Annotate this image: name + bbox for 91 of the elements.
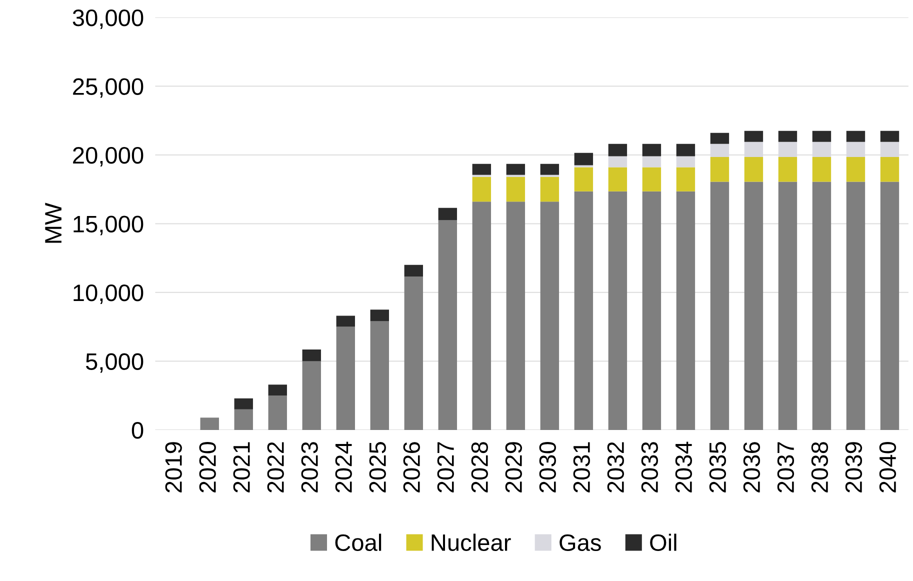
x-tick-label: 2026 xyxy=(403,442,420,492)
bar xyxy=(778,156,798,182)
x-tick-label: 2025 xyxy=(369,442,386,492)
x-tick-label: 2019 xyxy=(165,442,182,492)
bar xyxy=(710,182,730,430)
x-tick-label: 2020 xyxy=(199,442,216,492)
bar xyxy=(880,130,900,142)
bar xyxy=(744,130,764,142)
bar xyxy=(268,396,287,430)
bar xyxy=(710,156,730,182)
bar xyxy=(642,167,662,192)
x-tick-label: 2032 xyxy=(607,442,624,492)
y-tick-label: 20,000 xyxy=(73,147,144,167)
bar xyxy=(302,361,321,430)
bar xyxy=(778,182,798,430)
bar xyxy=(472,176,492,202)
bar xyxy=(438,208,458,220)
legend-label: Coal xyxy=(335,534,382,552)
bar xyxy=(608,191,628,430)
x-tick-label: 2021 xyxy=(233,442,250,492)
x-tick-label: 2039 xyxy=(845,442,862,492)
bar xyxy=(846,156,866,182)
bar xyxy=(438,220,458,430)
x-tick-label: 2027 xyxy=(437,442,454,492)
x-tick-label: 2040 xyxy=(879,442,896,492)
bar xyxy=(880,156,900,182)
bar xyxy=(540,164,560,175)
bar xyxy=(608,144,628,156)
bar xyxy=(642,191,662,430)
bar xyxy=(540,176,560,202)
legend-label: Oil xyxy=(650,534,676,552)
bar xyxy=(846,130,866,142)
bar xyxy=(744,182,764,430)
x-tick-label: 2037 xyxy=(777,442,794,492)
bar xyxy=(472,202,492,430)
bar xyxy=(608,156,628,168)
y-axis-title: MW xyxy=(45,202,62,243)
bar xyxy=(812,156,832,182)
x-tick-label: 2029 xyxy=(505,442,522,492)
bar xyxy=(200,418,219,430)
bar xyxy=(778,130,798,142)
x-tick-label: 2024 xyxy=(335,442,352,492)
x-tick-label: 2031 xyxy=(573,442,590,492)
bar xyxy=(302,350,321,362)
bar xyxy=(506,176,526,202)
bar xyxy=(506,202,526,430)
bar xyxy=(642,144,662,156)
bar xyxy=(506,164,526,175)
y-tick-label: 30,000 xyxy=(72,10,144,30)
bar xyxy=(540,202,560,430)
bar xyxy=(234,398,253,410)
y-tick-label: 5,000 xyxy=(86,353,144,373)
y-tick-label: 10,000 xyxy=(74,284,144,304)
x-tick-label: 2036 xyxy=(743,442,760,492)
x-tick-label: 2035 xyxy=(709,442,726,492)
x-tick-label: 2030 xyxy=(539,442,556,492)
bar xyxy=(404,276,424,430)
bar xyxy=(336,316,355,327)
bar xyxy=(472,164,492,175)
x-tick-label: 2023 xyxy=(301,442,318,492)
x-tick-label: 2038 xyxy=(811,442,828,492)
bar xyxy=(336,326,355,430)
bar xyxy=(812,182,832,430)
bar xyxy=(608,167,628,192)
bar xyxy=(676,144,696,156)
x-tick-label: 2034 xyxy=(675,442,692,492)
bar xyxy=(676,156,696,168)
bar xyxy=(744,156,764,182)
x-tick-label: 2028 xyxy=(471,442,488,492)
bar xyxy=(234,409,253,430)
legend-label: Gas xyxy=(560,534,601,552)
y-tick-label: 0 xyxy=(132,422,144,439)
bar xyxy=(404,264,424,277)
x-tick-label: 2033 xyxy=(641,442,658,492)
bar xyxy=(710,132,730,144)
bar xyxy=(812,130,832,142)
y-tick-label: 15,000 xyxy=(74,216,144,236)
bar xyxy=(574,191,594,430)
bar xyxy=(370,310,389,322)
bar xyxy=(268,384,287,396)
bar xyxy=(574,167,594,192)
bar xyxy=(880,182,900,430)
legend-label: Nuclear xyxy=(432,534,511,552)
bar xyxy=(676,191,696,430)
bar xyxy=(574,152,594,166)
y-tick-label: 25,000 xyxy=(73,78,144,98)
x-tick-label: 2022 xyxy=(267,442,284,492)
bar xyxy=(642,156,662,168)
bar xyxy=(370,321,389,430)
bar xyxy=(846,182,866,430)
bar xyxy=(676,167,696,192)
